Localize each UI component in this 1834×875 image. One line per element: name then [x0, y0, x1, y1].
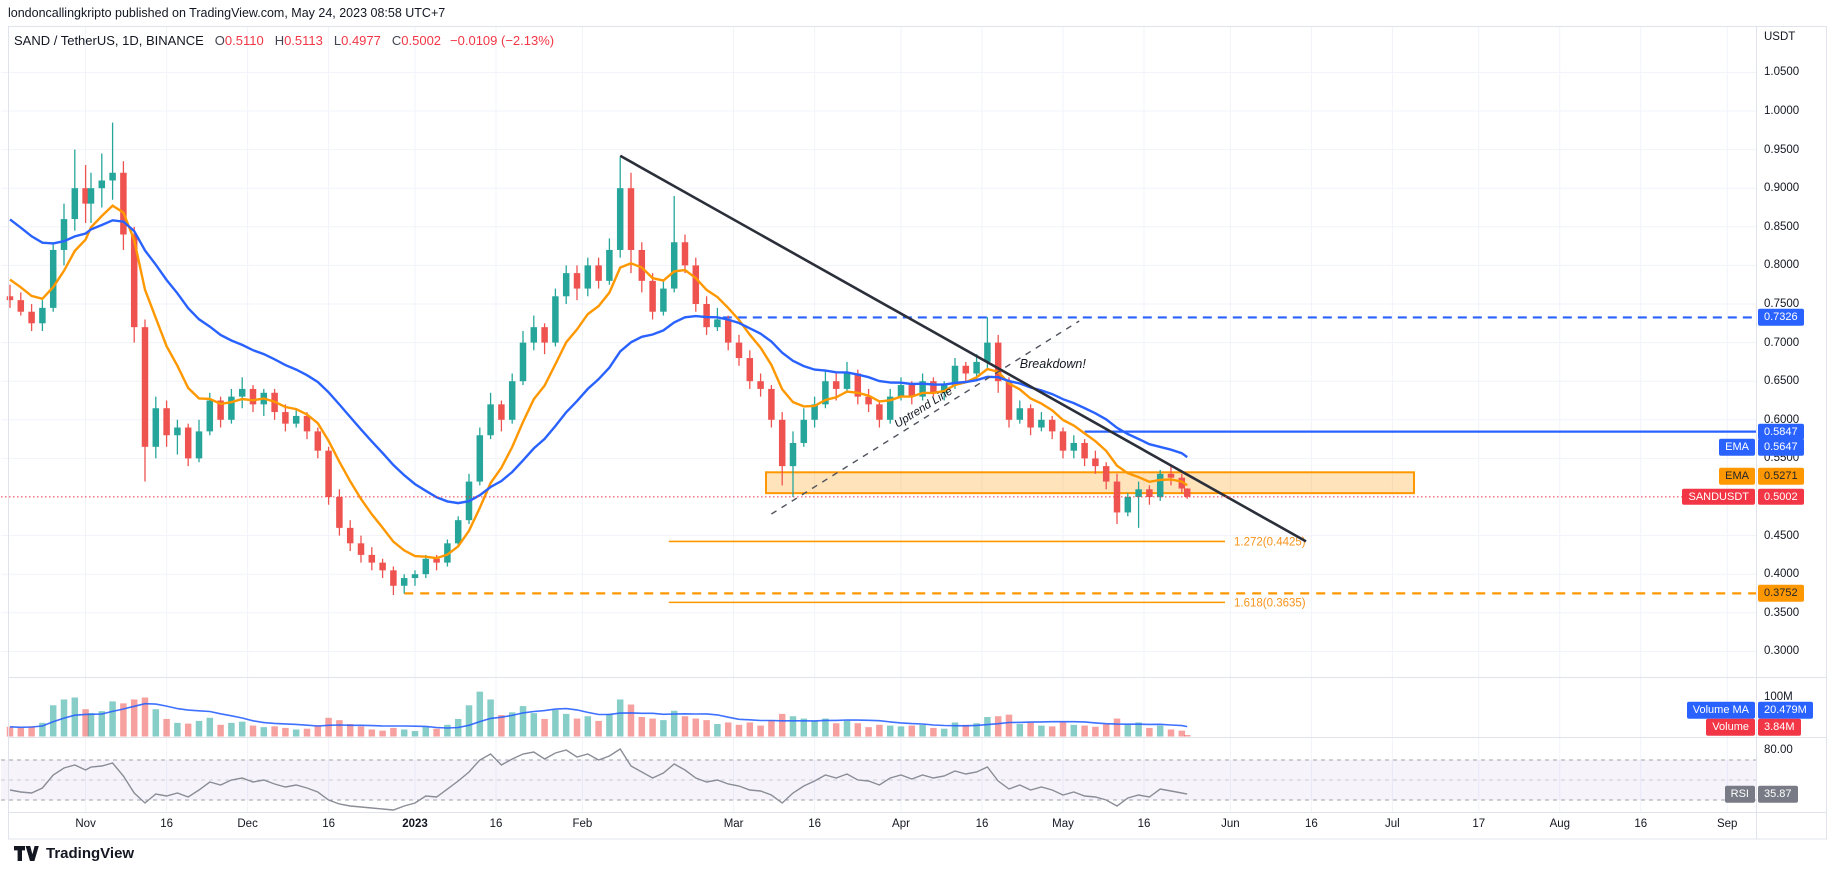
time-tick-label: 16	[489, 818, 503, 830]
ema-value-badge: EMA 0.5271	[1719, 467, 1804, 485]
time-tick-label: Jun	[1221, 818, 1240, 830]
chart-widget[interactable]: 1.272(0.4425) 1.618(0.3635) Uptrend Line Br…	[0, 26, 1834, 840]
time-tick-label: Aug	[1549, 818, 1571, 830]
badge-value: 0.5847	[1758, 423, 1804, 440]
badge-value: 0.5002	[1758, 488, 1804, 506]
price-tick-label: 0.7000	[1764, 336, 1800, 349]
badge-tag: EMA	[1719, 438, 1755, 456]
badge-value: 3.84M	[1758, 718, 1801, 736]
price-tick-label: 0.3000	[1764, 645, 1800, 658]
badge-tag: RSI	[1724, 785, 1755, 803]
time-tick-label: 2023	[402, 818, 428, 830]
time-tick-label: Jul	[1385, 818, 1400, 830]
price-tick-label: 0.3500	[1764, 606, 1800, 619]
badge-value: 35.87	[1758, 785, 1798, 803]
badge-tag: SANDUSDT	[1682, 488, 1755, 506]
price-axis-currency-label: USDT	[1764, 31, 1796, 43]
price-value-badge: 0.7326	[1758, 309, 1804, 326]
price-tick-label: 0.9500	[1764, 143, 1800, 156]
volume-axis-tick: 100M	[1764, 691, 1793, 703]
change-readout: −0.0109 (−2.13%)	[450, 33, 555, 48]
price-tick-label: 0.5500	[1764, 452, 1800, 465]
price-value-badge: 0.5847	[1758, 423, 1804, 440]
symbol-title-row: SAND / TetherUS, 1D, BINANCE O0.5110 H0.…	[14, 33, 554, 48]
time-tick-label: Apr	[892, 818, 910, 830]
time-tick-label: Dec	[237, 818, 258, 830]
badge-tag: Volume	[1706, 718, 1755, 736]
time-tick-label: Sep	[1716, 818, 1738, 830]
symbol-title: SAND / TetherUS, 1D, BINANCE	[14, 33, 204, 48]
price-tick-label: 0.8000	[1764, 259, 1800, 272]
price-tick-label: 0.6500	[1764, 375, 1800, 388]
ema-value-badge: EMA 0.5647	[1719, 438, 1804, 456]
time-tick-label: Feb	[572, 818, 593, 830]
time-tick-label: May	[1052, 818, 1074, 830]
volume-ma-value-badge: Volume MA 20.479M	[1686, 701, 1813, 719]
badge-value: 0.7326	[1758, 309, 1804, 326]
time-tick-label: 16	[975, 818, 989, 830]
tradingview-brand-text[interactable]: TradingView	[46, 845, 135, 862]
badge-value: 0.3752	[1758, 585, 1804, 602]
time-tick-label: Mar	[723, 818, 744, 830]
time-tick-label: 17	[1472, 818, 1486, 830]
rsi-axis-tick: 80.00	[1764, 744, 1793, 756]
time-tick-label: 16	[322, 818, 335, 830]
time-tick-label: 16	[1634, 818, 1648, 830]
price-tick-label: 1.0500	[1764, 66, 1800, 79]
low-readout: L0.4977	[333, 33, 381, 48]
badge-tag: Volume MA	[1686, 701, 1755, 719]
time-tick-label: 16	[160, 818, 173, 830]
time-tick-label: Nov	[75, 818, 96, 830]
badge-value: 20.479M	[1758, 701, 1813, 719]
sandusdt-value-badge: SANDUSDT 0.5002	[1682, 488, 1804, 506]
open-readout: O0.5110	[214, 33, 264, 48]
time-tick-label: 16	[808, 818, 821, 830]
svg-text:1.272(0.4425): 1.272(0.4425)	[1234, 536, 1306, 548]
price-tick-label: 0.9000	[1764, 182, 1800, 195]
volume-value-badge: Volume 3.84M	[1706, 718, 1801, 736]
svg-text:1.618(0.3635): 1.618(0.3635)	[1234, 597, 1306, 609]
breakdown-annotation: Breakdown!	[1020, 357, 1087, 371]
price-value-badge: 0.3752	[1758, 585, 1804, 602]
price-tick-label: 0.6000	[1764, 413, 1800, 426]
price-tick-label: 0.8500	[1764, 220, 1800, 233]
price-tick-label: 0.4500	[1764, 529, 1800, 542]
price-tick-label: 1.0000	[1764, 105, 1800, 117]
badge-value: 0.5271	[1758, 467, 1804, 485]
high-readout: H0.5113	[274, 33, 323, 48]
badge-value: 0.5647	[1758, 438, 1804, 456]
price-tick-label: 0.7500	[1764, 298, 1800, 310]
time-tick-label: 16	[1137, 818, 1151, 830]
tradingview-logo-icon[interactable]	[13, 845, 39, 862]
rsi-value-badge: RSI 35.87	[1724, 785, 1798, 803]
close-readout: C0.5002	[391, 33, 442, 48]
time-tick-label: 16	[1304, 818, 1318, 830]
footer: TradingView	[13, 845, 134, 862]
badge-tag: EMA	[1719, 467, 1755, 485]
attribution-text: londoncallingkripto published on Trading…	[8, 6, 446, 20]
price-tick-label: 0.4000	[1764, 568, 1800, 581]
